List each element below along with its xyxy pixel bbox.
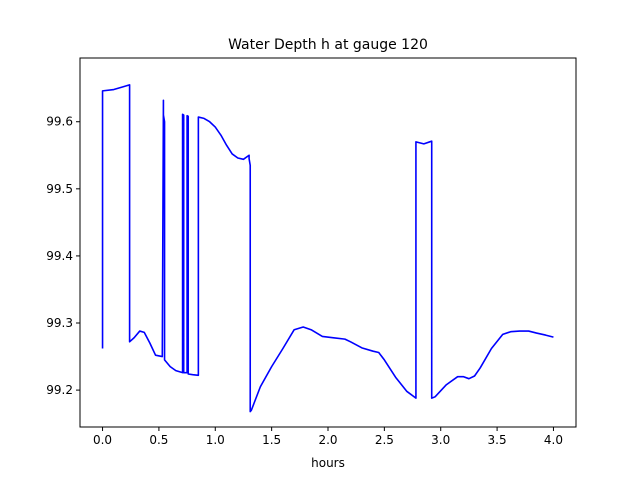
x-tick-label: 4.0: [544, 433, 563, 447]
y-tick-label: 99.3: [46, 316, 73, 330]
x-axis-label: hours: [311, 456, 345, 470]
series-line-0: [101, 84, 554, 413]
plot-area-frame: [79, 57, 577, 428]
y-tick-label: 99.5: [46, 182, 73, 196]
x-tick-label: 1.5: [262, 433, 281, 447]
x-tick-label: 1.0: [206, 433, 225, 447]
y-tick-label: 99.2: [46, 383, 73, 397]
x-tick-label: 0.5: [149, 433, 168, 447]
x-tick-label: 2.5: [375, 433, 394, 447]
chart-title: Water Depth h at gauge 120: [228, 37, 428, 53]
x-tick-label: 2.0: [318, 433, 337, 447]
y-tick-label: 99.6: [46, 115, 73, 129]
x-tick-label: 0.0: [93, 433, 112, 447]
y-tick-label: 99.4: [46, 249, 73, 263]
x-tick-label: 3.5: [488, 433, 507, 447]
x-tick-label: 3.0: [431, 433, 450, 447]
